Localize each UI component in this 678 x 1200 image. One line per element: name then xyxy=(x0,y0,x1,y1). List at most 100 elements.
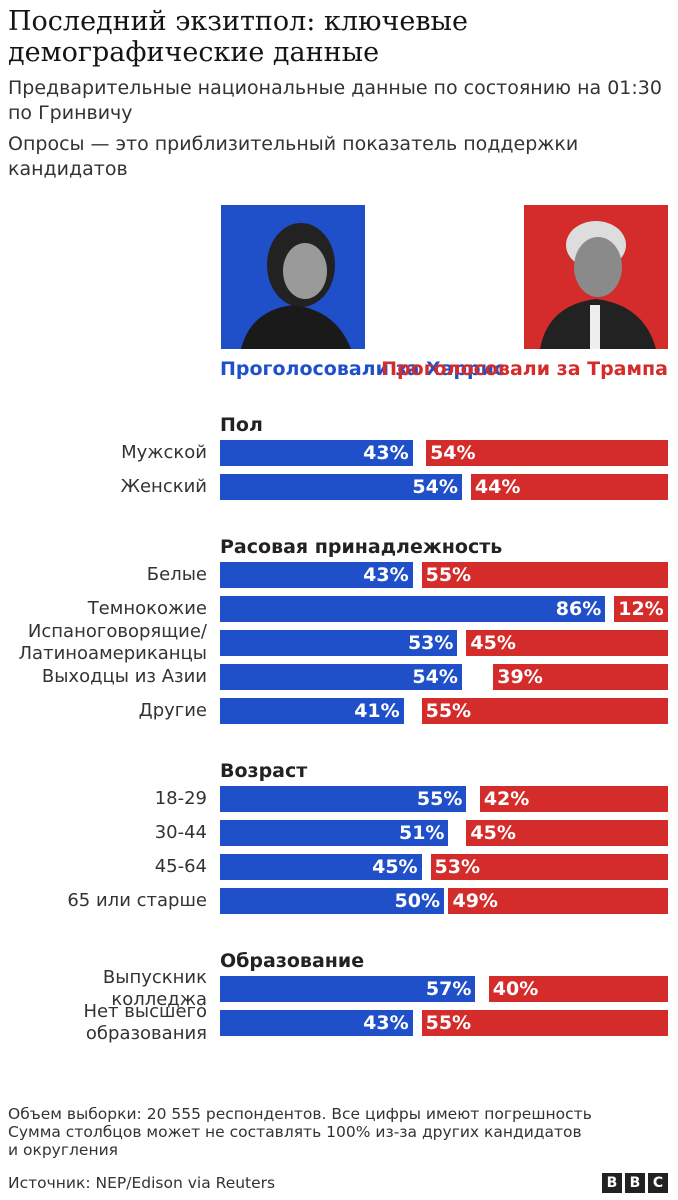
group-title: Пол xyxy=(220,414,263,436)
value-label: 53% xyxy=(434,856,481,878)
bar-row: 18-29 55% 42% xyxy=(0,784,678,818)
chart-group: Образование Выпускник колледжа 57% 40% Нет в… xyxy=(0,948,678,1044)
bar: 50% xyxy=(220,888,444,914)
category-label: Темнокожие xyxy=(87,598,207,619)
bar: 51% xyxy=(220,820,449,846)
bar: 53% xyxy=(430,854,668,880)
bar-row: 30-44 51% 45% xyxy=(0,818,678,852)
note: Опросы — это приблизительный показатель … xyxy=(8,133,579,180)
bar: 41% xyxy=(220,698,404,724)
category-label: Мужской xyxy=(121,442,207,463)
bar: 54% xyxy=(220,664,462,690)
value-label: 53% xyxy=(407,632,454,654)
source: Источник: NEP/Edison via Reuters xyxy=(8,1174,276,1192)
category-label: Женский xyxy=(120,476,207,497)
bar: 43% xyxy=(220,562,413,588)
logo-letter: C xyxy=(648,1173,668,1193)
category-label: Белые xyxy=(146,564,207,585)
value-label: 51% xyxy=(398,822,445,844)
value-label: 55% xyxy=(425,564,472,586)
bar: 42% xyxy=(479,786,668,812)
bar: 53% xyxy=(220,630,458,656)
value-label: 41% xyxy=(354,700,400,722)
value-label: 50% xyxy=(394,890,440,912)
bar: 43% xyxy=(220,1010,413,1036)
value-label: 54% xyxy=(430,442,476,464)
title: Последний экзитпол: ключевые демографиче… xyxy=(8,6,469,68)
value-label: 54% xyxy=(412,476,458,498)
bar: 54% xyxy=(426,440,668,466)
category-label: Испаноговорящие/ Латиноамериканцы xyxy=(18,621,207,664)
chart-group: Расовая принадлежность Белые 43% 55% Темноко… xyxy=(0,534,678,730)
bar: 54% xyxy=(220,474,462,500)
value-label: 55% xyxy=(416,788,463,810)
bar-row: Темнокожие 86% 12% xyxy=(0,594,678,628)
bar-row: Другие 41% 55% xyxy=(0,696,678,730)
value-label: 39% xyxy=(497,666,543,688)
footnote: Объем выборки: 20 555 респондентов. Все … xyxy=(8,1105,592,1159)
bar: 49% xyxy=(448,888,668,914)
bar: 55% xyxy=(421,698,668,724)
value-label: 45% xyxy=(470,822,516,844)
bar-row: Выходцы из Азии 54% 39% xyxy=(0,662,678,696)
value-label: 55% xyxy=(425,1012,472,1034)
chart-groups: Пол Мужской 43% 54% Женский 54% 44% Расовая при… xyxy=(0,412,678,1070)
value-label: 43% xyxy=(363,442,409,464)
group-title: Расовая принадлежность xyxy=(220,536,503,558)
value-label: 55% xyxy=(425,700,472,722)
bar: 44% xyxy=(470,474,668,500)
value-label: 44% xyxy=(474,476,521,498)
bar: 55% xyxy=(421,1010,668,1036)
photo-silhouette xyxy=(540,221,656,349)
bar: 57% xyxy=(220,976,476,1002)
category-label: 30-44 xyxy=(154,822,207,843)
category-label: 18-29 xyxy=(154,788,207,809)
bar-row: Выпускник колледжа 57% 40% xyxy=(0,967,678,1010)
category-label: 65 или старше xyxy=(67,890,207,911)
bar-row: Мужской 43% 54% xyxy=(0,438,678,472)
bar-row: Женский 54% 44% xyxy=(0,472,678,506)
chart-group: Возраст 18-29 55% 42% 30-44 51% 45% 45-64 45% 53%… xyxy=(0,758,678,920)
photo-silhouette xyxy=(241,223,351,349)
bar-row: 45-64 45% 53% xyxy=(0,852,678,886)
group-title: Возраст xyxy=(220,760,308,782)
subtitle: Предварительные национальные данные по с… xyxy=(8,77,662,124)
bar: 40% xyxy=(488,976,668,1002)
value-label: 40% xyxy=(492,978,539,1000)
group-title: Образование xyxy=(220,950,365,972)
bar: 45% xyxy=(220,854,422,880)
logo-letter: B xyxy=(602,1173,622,1193)
bar: 12% xyxy=(614,596,668,622)
value-label: 43% xyxy=(363,564,409,586)
bar: 39% xyxy=(493,664,668,690)
category-label: Выпускник колледжа xyxy=(102,967,207,1010)
value-label: 45% xyxy=(470,632,516,654)
value-label: 12% xyxy=(618,598,664,620)
bar-row: Испаноговорящие/ Латиноамериканцы 53% 45% xyxy=(0,621,678,664)
legend-trump: Проголосовали за Трампа xyxy=(381,358,668,380)
bar: 45% xyxy=(466,820,668,846)
bar: 45% xyxy=(466,630,668,656)
trump-photo xyxy=(524,205,668,349)
chart-group: Пол Мужской 43% 54% Женский 54% 44% xyxy=(0,412,678,506)
logo: B B C xyxy=(602,1173,668,1193)
bar-row: Белые 43% 55% xyxy=(0,560,678,594)
bar-row: Нет высшего образования 43% 55% xyxy=(0,1001,678,1044)
bar-row: 65 или старше 50% 49% xyxy=(0,886,678,920)
value-label: 86% xyxy=(555,598,602,620)
value-label: 57% xyxy=(425,978,472,1000)
value-label: 54% xyxy=(412,666,458,688)
value-label: 45% xyxy=(372,856,418,878)
bar: 86% xyxy=(220,596,606,622)
bar: 55% xyxy=(220,786,467,812)
category-label: Другие xyxy=(138,700,207,721)
value-label: 49% xyxy=(452,890,498,912)
value-label: 42% xyxy=(483,788,530,810)
category-label: Выходцы из Азии xyxy=(41,666,207,687)
category-label: Нет высшего образования xyxy=(83,1001,207,1044)
category-label: 45-64 xyxy=(154,856,207,877)
bar: 55% xyxy=(421,562,668,588)
bar: 43% xyxy=(220,440,413,466)
value-label: 43% xyxy=(363,1012,409,1034)
